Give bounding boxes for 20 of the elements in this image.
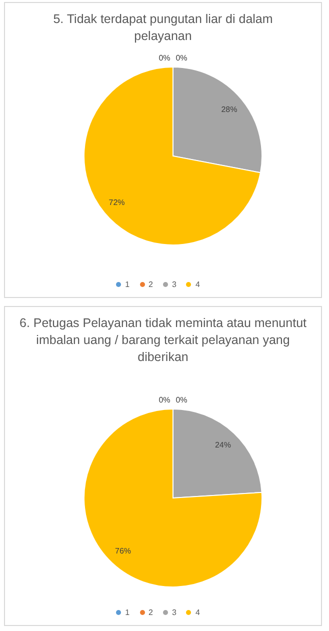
- legend-label: 4: [195, 280, 200, 289]
- legend-label: 4: [195, 608, 200, 617]
- data-label: 72%: [108, 198, 125, 208]
- text: 0%: [158, 54, 170, 62]
- legend-label: 2: [148, 280, 153, 289]
- chart-title: 6. Petugas Pelayanan tidak meminta atau menuntut imbalan uang / barang terkait pelayanan yang diberikan: [18, 315, 308, 366]
- legend-label: 2: [148, 608, 153, 617]
- text: 0%: [176, 54, 188, 62]
- legend-label: 1: [125, 280, 130, 289]
- pie-slice: [84, 408, 262, 588]
- chart-title: 5. Tidak terdapat pungutan liar di dalam pelayanan: [52, 11, 274, 45]
- data-label: 28%: [221, 104, 238, 114]
- legend-label: 1: [125, 608, 130, 617]
- legend-label: 3: [172, 280, 176, 289]
- pie-slice: [84, 66, 261, 246]
- legend-label: 3: [172, 608, 176, 617]
- text: 0%: [176, 396, 188, 404]
- text: 0%: [158, 396, 170, 404]
- data-label: 24%: [214, 440, 231, 450]
- data-label: 76%: [115, 546, 132, 556]
